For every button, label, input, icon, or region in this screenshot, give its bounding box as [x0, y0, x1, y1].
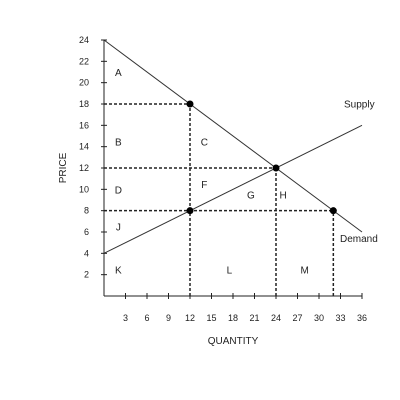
region-labels: A B C D F G H J K L M [115, 68, 309, 276]
y-tick-label: 18 [79, 99, 89, 109]
tick-labels: 3 6 9 12 15 18 21 24 27 30 33 362468101214161820222… [79, 35, 367, 323]
region-label-d: D [115, 185, 122, 196]
region-label-k: K [115, 265, 122, 276]
reference-lines [104, 103, 335, 296]
y-axis-title: PRICE [58, 152, 69, 183]
y-tick-label: 8 [84, 206, 89, 216]
x-tick-label: 24 [271, 313, 281, 323]
region-label-h: H [280, 191, 287, 202]
marked-point [186, 100, 194, 108]
region-label-g: G [247, 191, 255, 202]
axes [103, 40, 362, 297]
supply-curve-label: Supply [344, 99, 375, 110]
marked-point [186, 207, 194, 215]
y-tick-label: 10 [79, 184, 89, 194]
y-tick-label: 20 [79, 78, 89, 88]
x-tick-label: 15 [206, 313, 216, 323]
supply-curve [103, 124, 363, 254]
y-tick-label: 16 [79, 120, 89, 130]
x-tick-label: 6 [144, 313, 149, 323]
region-label-b: B [115, 137, 122, 148]
x-tick-label: 3 [123, 313, 128, 323]
marked-point [329, 207, 337, 215]
demand-curve [103, 39, 363, 233]
x-tick-label: 36 [357, 313, 367, 323]
x-tick-label: 30 [314, 313, 324, 323]
x-axis-title: QUANTITY [208, 336, 259, 347]
equilibrium-points [186, 100, 337, 215]
y-tick-label: 6 [84, 227, 89, 237]
x-tick-label: 12 [185, 313, 195, 323]
y-tick-label: 4 [84, 248, 89, 258]
region-label-f: F [201, 180, 207, 191]
x-tick-label: 21 [249, 313, 259, 323]
region-label-m: M [300, 265, 308, 276]
x-tick-label: 33 [335, 313, 345, 323]
y-tick-label: 22 [79, 56, 89, 66]
y-tick-label: 2 [84, 270, 89, 280]
region-label-l: L [227, 265, 233, 276]
marked-point [272, 164, 280, 172]
region-label-a: A [115, 68, 122, 79]
region-label-j: J [116, 223, 121, 234]
region-label-c: C [201, 137, 208, 148]
demand-curve-label: Demand [340, 234, 378, 245]
x-tick-label: 9 [166, 313, 171, 323]
y-tick-label: 12 [79, 163, 89, 173]
x-tick-label: 27 [292, 313, 302, 323]
x-tick-label: 18 [228, 313, 238, 323]
y-tick-label: 24 [79, 35, 89, 45]
y-tick-label: 14 [79, 142, 89, 152]
curves: Demand Supply [103, 39, 378, 254]
